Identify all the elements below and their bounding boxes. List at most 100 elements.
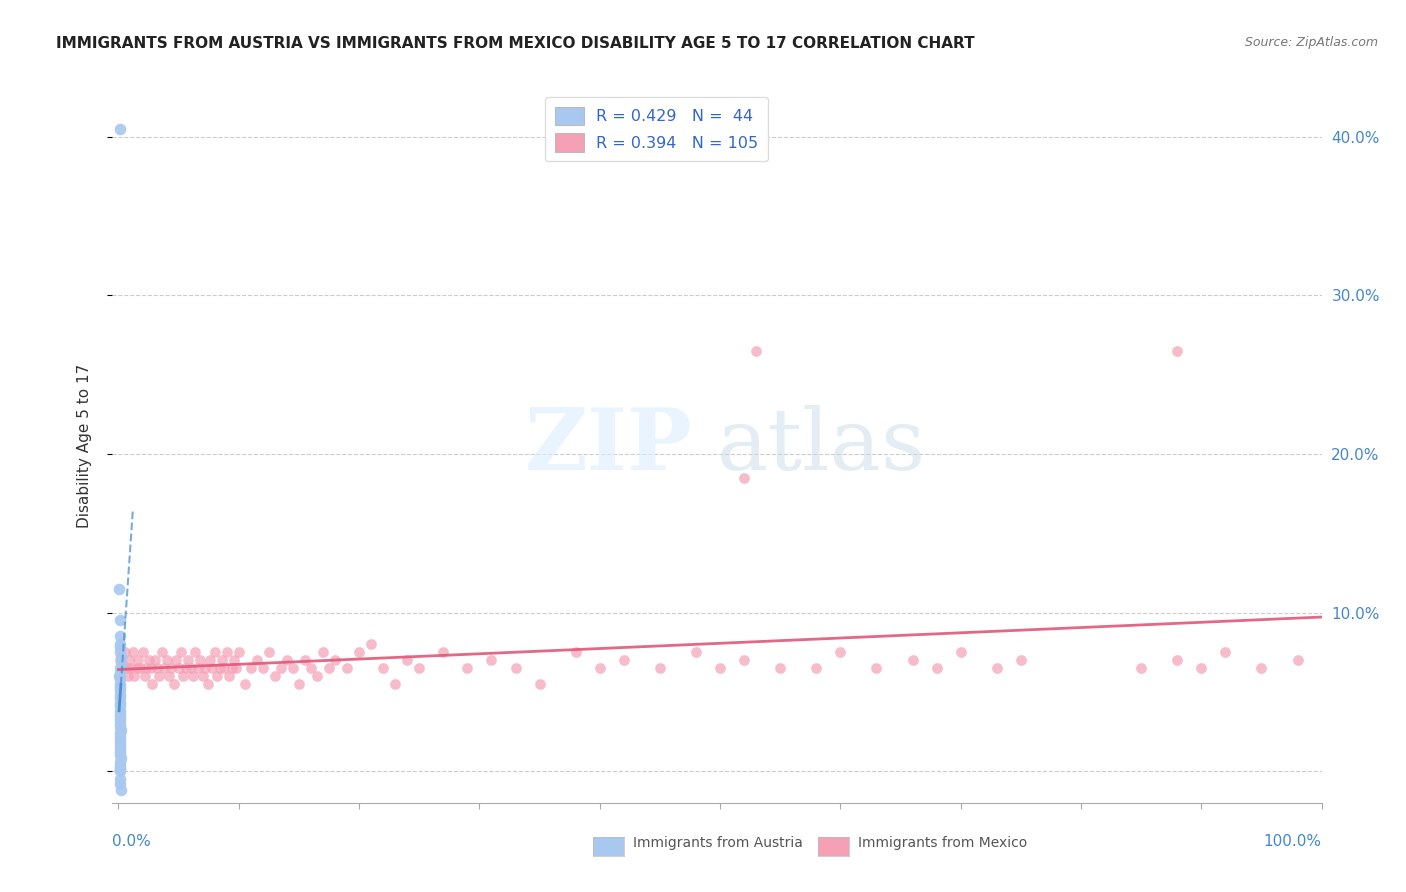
Point [110, 696, 132, 710]
Point [685, 645, 707, 659]
Text: 100.0%: 100.0% [1264, 834, 1322, 849]
Point [108, 761, 131, 775]
Point [865, 661, 887, 675]
Point [141, 677, 163, 691]
Point [108, 748, 131, 763]
Point [264, 669, 287, 683]
Point [110, 706, 132, 721]
Point [187, 661, 209, 675]
Point [108, 661, 131, 675]
Point [110, 677, 132, 691]
Point [108, 716, 131, 731]
Text: Source: ZipAtlas.com: Source: ZipAtlas.com [1244, 36, 1378, 49]
Point [163, 677, 186, 691]
Point [108, 653, 131, 667]
Point [180, 661, 202, 675]
Point [108, 672, 131, 686]
Point [194, 661, 217, 675]
Point [201, 661, 224, 675]
Point [134, 669, 156, 683]
Point [165, 653, 187, 667]
Point [305, 669, 328, 683]
Point [110, 649, 132, 664]
Point [110, 645, 132, 659]
Point [114, 645, 136, 659]
Point [1250, 661, 1272, 675]
Point [208, 661, 231, 675]
Point [733, 653, 755, 667]
Point [110, 777, 132, 791]
Point [110, 742, 132, 756]
Point [239, 661, 262, 675]
Point [191, 669, 214, 683]
Point [228, 645, 250, 659]
Point [252, 661, 274, 675]
Point [613, 653, 636, 667]
Point [215, 645, 238, 659]
Point [110, 726, 132, 740]
Point [108, 704, 131, 718]
Point [432, 645, 454, 659]
Point [733, 471, 755, 485]
Point [204, 645, 226, 659]
Point [110, 729, 132, 743]
Point [110, 688, 132, 702]
Point [127, 653, 149, 667]
Point [901, 653, 924, 667]
Point [769, 661, 792, 675]
Point [139, 661, 162, 675]
Point [218, 669, 240, 683]
Point [408, 661, 430, 675]
Point [1166, 653, 1188, 667]
Point [986, 661, 1008, 675]
Point [138, 653, 160, 667]
Point [246, 653, 269, 667]
Point [1189, 661, 1212, 675]
Point [108, 710, 131, 724]
Point [146, 661, 169, 675]
Point [806, 661, 828, 675]
Point [110, 723, 132, 737]
Point [276, 653, 298, 667]
Point [110, 657, 132, 671]
Point [108, 764, 131, 778]
Point [117, 669, 139, 683]
Point [709, 661, 731, 675]
Point [181, 669, 204, 683]
Point [456, 661, 478, 675]
Point [108, 720, 131, 734]
Point [108, 735, 131, 749]
Point [257, 645, 280, 659]
Point [1215, 645, 1237, 659]
Point [172, 669, 194, 683]
Point [108, 582, 131, 596]
Point [288, 677, 311, 691]
Point [270, 661, 292, 675]
Point [205, 669, 228, 683]
Point [564, 645, 586, 659]
Point [143, 653, 166, 667]
Point [108, 732, 131, 747]
Point [110, 751, 132, 765]
Point [108, 699, 131, 714]
Point [396, 653, 419, 667]
Point [211, 653, 233, 667]
Point [108, 745, 131, 759]
Point [135, 661, 157, 675]
Text: Immigrants from Mexico: Immigrants from Mexico [858, 836, 1026, 850]
Point [1166, 343, 1188, 358]
Point [156, 653, 179, 667]
Point [177, 653, 200, 667]
Point [167, 661, 190, 675]
Point [294, 653, 316, 667]
Point [110, 121, 132, 136]
Point [108, 691, 131, 706]
Point [299, 661, 322, 675]
Point [108, 614, 131, 628]
Point [949, 645, 972, 659]
Point [214, 661, 236, 675]
Legend: R = 0.429   N =  44, R = 0.394   N = 105: R = 0.429 N = 44, R = 0.394 N = 105 [546, 97, 768, 161]
Point [384, 677, 406, 691]
Point [373, 661, 395, 675]
Text: Immigrants from Austria: Immigrants from Austria [633, 836, 803, 850]
